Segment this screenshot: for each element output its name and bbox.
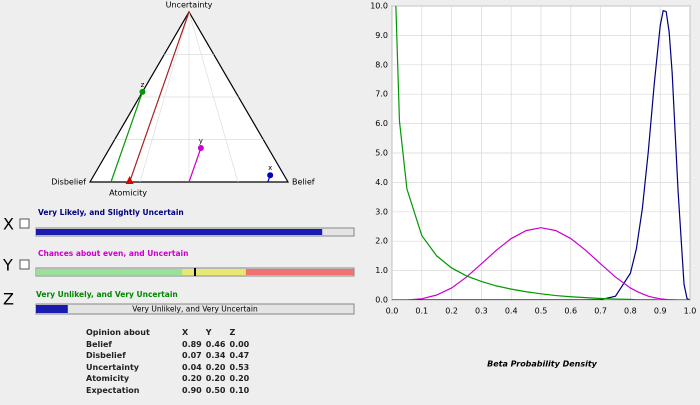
bar-fills bbox=[36, 229, 354, 313]
table-cell: 0.20 bbox=[229, 374, 250, 383]
y-tick-label: 8.0 bbox=[375, 60, 388, 69]
opinion-letter: Z bbox=[3, 290, 14, 309]
y-tick-label: 4.0 bbox=[375, 178, 388, 187]
table-cell: 0.10 bbox=[229, 385, 250, 395]
table-cell: 0.34 bbox=[205, 351, 226, 360]
table-cell: Atomicity bbox=[86, 374, 130, 383]
table-cell: Z bbox=[229, 328, 236, 337]
uncertainty-segment bbox=[182, 269, 246, 275]
table-cell: Disbelief bbox=[86, 351, 126, 360]
table-cell: 0.00 bbox=[229, 339, 250, 349]
point-label: y bbox=[199, 137, 203, 145]
expectation-marker bbox=[194, 268, 196, 276]
table-cell: 0.47 bbox=[229, 351, 250, 360]
table-cell: 0.89 bbox=[182, 339, 202, 349]
belief-segment bbox=[36, 269, 183, 275]
x-axis-label: Beta Probability Density bbox=[487, 360, 598, 369]
table-row: Belief 0.89 0.46 0.00 bbox=[86, 339, 253, 351]
x-tick-label: 0.2 bbox=[445, 307, 458, 316]
opinion-letter: Y bbox=[2, 256, 13, 275]
opinion-letter: X bbox=[3, 215, 14, 234]
table-cell: Belief bbox=[86, 339, 112, 349]
x-tick-label: 1.0 bbox=[684, 307, 697, 316]
table-cell: 0.20 bbox=[205, 362, 226, 372]
y-tick-label: 0.0 bbox=[375, 296, 388, 305]
opinion-panel: Uncertainty Disbelief Belief Atomicity X… bbox=[2, 1, 355, 315]
vertex-label: Belief bbox=[292, 178, 315, 187]
x-tick-label: 0.0 bbox=[386, 307, 399, 316]
y-tick-label: 6.0 bbox=[375, 119, 388, 128]
y-tick-label: 9.0 bbox=[375, 31, 388, 40]
y-tick-label: 7.0 bbox=[375, 90, 388, 99]
triangle-grid bbox=[114, 11, 264, 183]
projector-line bbox=[110, 91, 144, 183]
point-label: z bbox=[141, 81, 145, 89]
bar-text: Very Unlikely, and Very Uncertain bbox=[132, 305, 258, 314]
table-row: Uncertainty 0.04 0.20 0.53 bbox=[86, 362, 253, 374]
vertex-label: Disbelief bbox=[51, 178, 86, 187]
expectation-fill bbox=[36, 229, 323, 235]
table-cell: 0.20 bbox=[205, 374, 226, 383]
point-label: x bbox=[268, 164, 272, 172]
table-row: Opinion about X Y Z bbox=[86, 327, 253, 339]
opinion-table: Opinion about X Y Z Belief 0.89 0.46 0.00 Disbel… bbox=[86, 327, 253, 396]
table-cell: 0.50 bbox=[205, 385, 226, 395]
table-cell: 0.20 bbox=[182, 374, 202, 383]
table-row: Atomicity 0.20 0.20 0.20 bbox=[86, 373, 253, 385]
density-curve bbox=[392, 9, 690, 300]
table-cell: 0.07 bbox=[182, 351, 202, 360]
table-cell: X bbox=[182, 328, 189, 337]
table-cell: 0.04 bbox=[182, 362, 202, 372]
opinion-description: Chances about even, and Uncertain bbox=[38, 249, 188, 258]
table-cell: Y bbox=[205, 328, 212, 337]
density-curve bbox=[395, 6, 690, 300]
x-tick-label: 0.1 bbox=[415, 307, 428, 316]
x-tick-label: 0.8 bbox=[624, 307, 637, 316]
y-tick-label: 2.0 bbox=[375, 237, 388, 246]
x-tick-label: 0.6 bbox=[564, 307, 577, 316]
table-row: Disbelief 0.07 0.34 0.47 bbox=[86, 350, 253, 362]
opinion-description: Very Likely, and Slightly Uncertain bbox=[38, 208, 184, 217]
axis-label: Atomicity bbox=[109, 189, 147, 198]
table-cell: Opinion about bbox=[86, 328, 150, 337]
y-tick-label: 5.0 bbox=[375, 149, 388, 158]
table-cell: Expectation bbox=[86, 385, 140, 395]
expectation-fill bbox=[36, 305, 68, 313]
checkbox[interactable] bbox=[19, 218, 30, 229]
table-row: Expectation 0.90 0.50 0.10 bbox=[86, 385, 253, 397]
opinion-point bbox=[139, 88, 146, 95]
projector-line bbox=[188, 147, 202, 183]
x-tick-label: 0.7 bbox=[594, 307, 607, 316]
x-tick-label: 0.3 bbox=[475, 307, 488, 316]
y-tick-label: 3.0 bbox=[375, 207, 388, 216]
table-cell: 0.90 bbox=[182, 385, 202, 395]
vertex-label: Uncertainty bbox=[166, 1, 213, 10]
opinion-description: Very Unlikely, and Very Uncertain bbox=[36, 290, 178, 299]
table-cell: Uncertainty bbox=[86, 362, 140, 372]
y-tick-label: 10.0 bbox=[370, 2, 388, 11]
opinion-point bbox=[197, 145, 204, 151]
opinion-point bbox=[267, 172, 274, 179]
x-tick-label: 0.9 bbox=[654, 307, 667, 316]
checkbox[interactable] bbox=[19, 259, 30, 270]
disbelief-segment bbox=[245, 269, 354, 275]
x-tick-label: 0.4 bbox=[505, 307, 518, 316]
table-cell: 0.46 bbox=[205, 339, 226, 349]
chart: Beta Probability Density 0.0 1.0 2.0 3.0 4.0… bbox=[370, 2, 697, 369]
x-tick-label: 0.5 bbox=[535, 307, 548, 316]
atomicity-marker bbox=[125, 176, 134, 184]
table-cell: 0.53 bbox=[229, 362, 250, 372]
atomicity-projector bbox=[129, 11, 190, 183]
y-tick-label: 1.0 bbox=[375, 266, 388, 275]
